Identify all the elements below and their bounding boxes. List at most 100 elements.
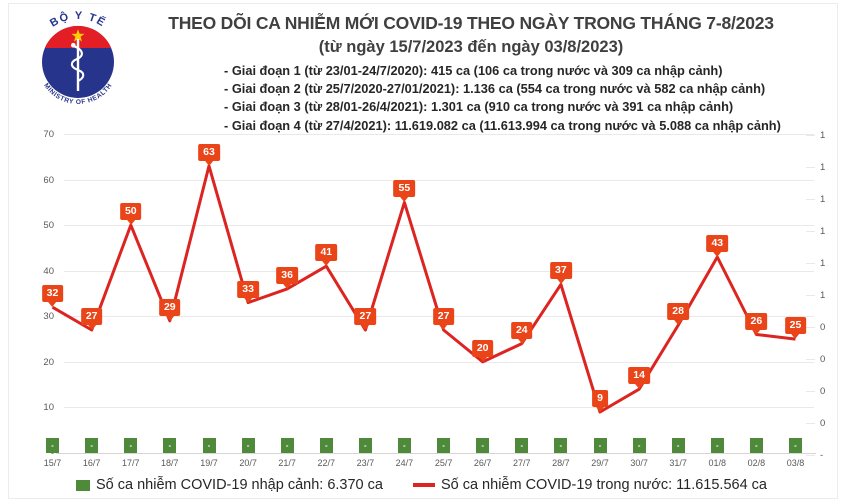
bar-imported-cases: -: [710, 438, 724, 453]
callout-pointer: [556, 279, 565, 285]
data-label-callout: 20: [471, 339, 494, 362]
ministry-of-health-logo: BỘ Y TẾ MINISTRY OF HEALTH: [42, 10, 114, 106]
y-axis-label-right: 1: [820, 162, 826, 173]
data-label-callout: 43: [706, 235, 729, 257]
bar-imported-cases: -: [202, 438, 216, 453]
bar-data-label: -: [51, 441, 54, 450]
bar-imported-cases: -: [554, 438, 568, 453]
y-axis-tick-right: [806, 167, 815, 168]
data-label-callout: 55: [393, 180, 416, 203]
data-label-callout: 27: [354, 308, 377, 330]
y-axis-tick-right: [806, 423, 815, 424]
y-axis-label-left: 10: [43, 402, 54, 414]
bar-imported-cases: -: [46, 438, 59, 453]
x-axis-label: 30/7: [630, 458, 648, 468]
legend-item-imported: Số ca nhiễm COVID-19 nhập cảnh: 6.370 ca: [76, 477, 383, 493]
x-axis-label: 22/7: [317, 458, 336, 468]
x-axis-label: 31/7: [669, 458, 687, 468]
bar-imported-cases: -: [319, 438, 333, 453]
page-subtitle: (từ ngày 15/7/2023 đến ngày 03/8/2023): [318, 38, 624, 56]
bar-data-label: -: [168, 441, 172, 450]
phase-4-summary: - Giai đoạn 4 (từ 27/4/2021): 11.619.082…: [224, 117, 781, 133]
callout-pointer: [635, 384, 644, 390]
callout-pointer: [400, 197, 409, 203]
page-title: THEO DÕI CA NHIỄM MỚI COVID-19 THEO NGÀY…: [168, 13, 774, 33]
y-axis-label-left: 40: [43, 265, 54, 277]
callout-pointer: [205, 160, 213, 166]
data-label-callout: 33: [237, 280, 259, 303]
bar-data-label: -: [676, 441, 680, 450]
data-label-callout: 25: [784, 317, 807, 340]
y-axis-label-right: 0: [820, 322, 826, 333]
callout-pointer: [674, 320, 683, 326]
x-axis-label: 23/7: [356, 458, 375, 468]
bar-data-label: -: [637, 441, 641, 450]
y-axis-label-left: -: [50, 448, 54, 459]
bar-imported-cases: -: [749, 438, 763, 453]
x-axis-label: 15/7: [43, 458, 62, 468]
bar-data-label: -: [520, 441, 524, 450]
callout-pointer: [752, 329, 761, 335]
callout-pointer: [439, 325, 448, 330]
x-axis-label: 18/7: [161, 458, 179, 468]
y-axis-label-left: 50: [43, 220, 54, 232]
data-label-callout: 24: [510, 321, 533, 344]
data-label-callout: 41: [315, 244, 338, 267]
y-axis-label-left: 20: [43, 356, 54, 368]
bar-data-label: -: [559, 441, 563, 450]
data-label-callout: 50: [119, 203, 142, 226]
bar-data-label: -: [598, 441, 602, 450]
bar-imported-cases: -: [241, 438, 255, 453]
y-axis-tick-right: [806, 199, 815, 200]
bar-data-label: -: [90, 441, 94, 450]
y-axis-label-right: 0: [820, 418, 826, 429]
data-label-callout: 9: [592, 390, 608, 412]
y-axis-label-right: 1: [820, 130, 826, 141]
logo-caduceus-icon: [70, 39, 85, 91]
y-axis-tick-right: [806, 231, 815, 232]
phase-summary-block: - Giai đoạn 1 (từ 23/01-24/7/2020): 415 …: [224, 62, 781, 135]
callout-pointer: [87, 325, 96, 330]
callout-pointer: [517, 338, 526, 344]
data-label-callout: 14: [628, 367, 650, 390]
x-axis-label: 21/7: [278, 458, 296, 468]
logo-star-icon: [71, 29, 85, 42]
y-axis-tick-right: [806, 359, 815, 360]
bar-data-label: -: [481, 441, 485, 450]
grid-line: [64, 270, 814, 272]
bar-imported-cases: -: [671, 438, 685, 453]
grid-line: [64, 179, 814, 181]
y-axis-label-right: 0: [820, 386, 826, 397]
bar-data-label: -: [129, 441, 133, 450]
phase-2-summary: - Giai đoạn 2 (từ 25/7/2020-27/01/2021):…: [224, 81, 766, 97]
y-axis-label-right: 1: [820, 258, 826, 269]
y-axis-label-right: 1: [820, 226, 826, 237]
y-axis-label-right: 1: [820, 290, 826, 301]
callout-pointer: [361, 325, 370, 330]
bar-data-label: -: [715, 441, 719, 450]
data-label-callout: 28: [667, 303, 689, 326]
y-axis-label-left: 60: [43, 174, 54, 186]
x-axis-label: 29/7: [591, 458, 609, 468]
bar-imported-cases: -: [515, 438, 529, 453]
x-axis-label: 19/7: [200, 458, 218, 468]
data-label-callout: 36: [276, 266, 298, 289]
x-axis-label: 20/7: [239, 458, 257, 468]
data-label-callout: 63: [198, 143, 220, 166]
y-axis-tick-right: [806, 263, 815, 264]
callout-pointer: [244, 297, 253, 303]
bar-data-label: -: [442, 441, 445, 450]
callout-pointer: [283, 283, 292, 289]
callout-pointer: [126, 220, 135, 226]
data-label-callout: 27: [432, 308, 455, 330]
legend-domestic-label: Số ca nhiễm COVID-19 trong nước: 11.615.…: [440, 477, 767, 493]
bar-imported-cases: -: [437, 438, 451, 453]
y-axis-label-left: 70: [43, 129, 54, 140]
y-axis-label-right: -: [820, 450, 824, 461]
x-axis-label: 01/8: [708, 458, 727, 468]
x-axis-label: 24/7: [395, 458, 414, 468]
bar-data-label: -: [403, 441, 406, 450]
phase-3-summary: - Giai đoạn 3 (từ 28/01-26/4/2021): 1.30…: [224, 99, 734, 115]
y-axis-tick-right: [806, 391, 815, 392]
phase-1-summary: - Giai đoạn 1 (từ 23/01-24/7/2020): 415 …: [224, 63, 723, 78]
